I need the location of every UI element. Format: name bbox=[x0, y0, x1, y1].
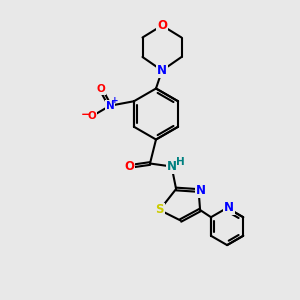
Text: N: N bbox=[167, 160, 177, 173]
Text: O: O bbox=[157, 19, 167, 32]
Text: S: S bbox=[155, 203, 164, 217]
Text: O: O bbox=[88, 111, 96, 121]
Text: H: H bbox=[176, 157, 184, 167]
Text: O: O bbox=[97, 84, 105, 94]
Text: N: N bbox=[157, 64, 167, 77]
Text: N: N bbox=[106, 101, 114, 111]
Text: O: O bbox=[124, 160, 134, 173]
Text: N: N bbox=[224, 201, 234, 214]
Text: +: + bbox=[111, 96, 119, 105]
Text: N: N bbox=[196, 184, 206, 197]
Text: −: − bbox=[81, 108, 91, 121]
